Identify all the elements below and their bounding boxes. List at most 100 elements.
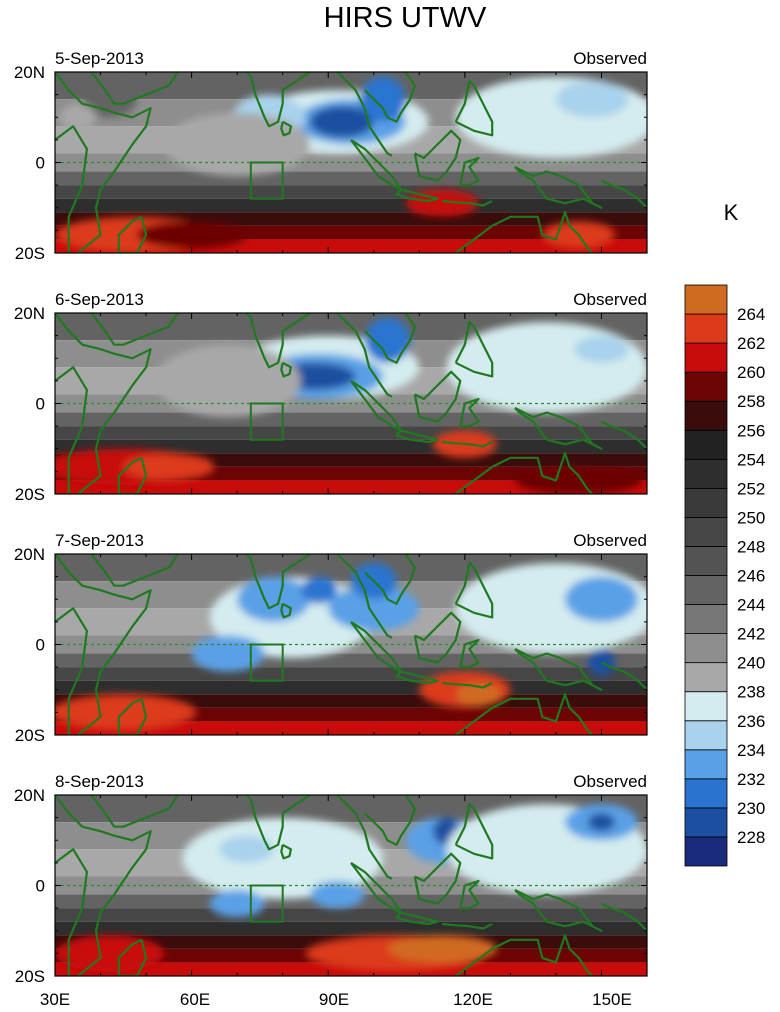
coastline (280, 361, 292, 378)
utwv-cell (587, 813, 616, 832)
coastline (90, 554, 179, 587)
study-box (249, 884, 284, 923)
coastline (117, 456, 148, 494)
coastline (395, 429, 439, 444)
coastline (117, 938, 148, 976)
colorbar-tick-label: 232 (737, 770, 765, 789)
utwv-cell (360, 76, 406, 122)
latitude-band (55, 439, 647, 454)
map-panel: 20N 0 20S 6-Sep-2013 Observed (14, 290, 648, 504)
map-panel: 20N 0 20S 5-Sep-2013 Observed (14, 49, 648, 263)
coastline (363, 72, 416, 123)
coastline (441, 922, 493, 930)
coastline (55, 313, 152, 494)
latitude-band (55, 962, 647, 976)
map-panel: 20N 0 20S 7-Sep-2013 Observed (14, 531, 648, 745)
colorbar-tick-label: 256 (737, 421, 765, 440)
panel-label: Observed (573, 772, 647, 791)
coastline (363, 554, 416, 605)
coastline (413, 852, 462, 905)
y-tick-label: 20N (14, 545, 45, 564)
colorbar-cell (684, 313, 728, 344)
colorbar-tick-label: 260 (737, 363, 765, 382)
coastline (90, 795, 179, 828)
coastline (459, 397, 480, 428)
panel-date: 5-Sep-2013 (55, 49, 144, 68)
coastline (452, 693, 594, 735)
coastline (55, 125, 89, 253)
y-tick-label: 0 (36, 636, 45, 655)
coastline (601, 902, 647, 932)
coastline (514, 889, 603, 932)
utwv-cell (455, 682, 502, 706)
colorbar-tick-label: 250 (737, 508, 765, 527)
coastline (335, 554, 393, 639)
latitude-band (55, 198, 647, 213)
coastline (514, 407, 603, 450)
colorbar-tick-label: 240 (737, 654, 765, 673)
latitude-band (55, 667, 647, 681)
latitude-band (55, 921, 647, 936)
y-tick-label: 20N (14, 786, 45, 805)
colorbar-cell (684, 400, 728, 431)
colorbar-tick-label: 244 (737, 596, 765, 615)
feature-layer (55, 563, 647, 731)
colorbar-cell (684, 487, 728, 518)
latitude-band (55, 721, 647, 735)
panel-label: Observed (573, 49, 647, 68)
study-box (249, 161, 284, 200)
utwv-cell (300, 576, 338, 604)
colorbar: 228 230 232 234 236 238 240 242 244 246 248 250 252 2… (684, 284, 765, 867)
y-tick-label: 20S (15, 967, 45, 986)
latitude-band (55, 171, 647, 186)
coastline (459, 156, 480, 187)
utwv-cell (455, 76, 647, 158)
colorbar-cell (684, 662, 728, 693)
y-tick-label: 0 (36, 154, 45, 173)
utwv-cell (237, 576, 311, 622)
utwv-field (55, 72, 647, 253)
feature-layer (55, 76, 647, 253)
coastline (228, 554, 313, 610)
coastline (459, 879, 480, 910)
chart-title: HIRS UTWV (324, 2, 487, 34)
colorbar-cell (684, 604, 728, 634)
coastline (280, 843, 292, 860)
colorbar-cell (684, 720, 728, 751)
x-tick-label: 90E (319, 990, 349, 1009)
colorbar-cell (684, 749, 728, 780)
study-box (249, 402, 284, 441)
utwv-field (55, 554, 647, 735)
study-box (249, 643, 284, 682)
colorbar-tick-label: 264 (737, 305, 765, 324)
utwv-cell (209, 890, 265, 918)
coastlines (55, 313, 647, 494)
coastline (452, 452, 594, 494)
panels-container: 20N 0 20S 5-Sep-2013 Observed 20N 0 20S 6-Sep-20… (14, 49, 648, 986)
coastline (228, 72, 313, 128)
coastline (55, 795, 152, 976)
latitude-band (55, 908, 647, 922)
coastline (90, 72, 179, 105)
utwv-cell (310, 880, 365, 909)
utwv-cell (155, 344, 301, 418)
utwv-cell (59, 103, 96, 131)
colorbar-tick-label: 254 (737, 450, 765, 469)
colorbar-tick-label: 246 (737, 567, 765, 586)
latitude-band (55, 426, 647, 440)
colorbar-tick-label: 262 (737, 334, 765, 353)
latitude-band (55, 707, 647, 722)
y-tick-label: 20S (15, 244, 45, 263)
coastline (459, 638, 480, 669)
coastline (395, 670, 439, 685)
colorbar-cell (684, 546, 728, 576)
coastline (454, 321, 494, 378)
panel-label: Observed (573, 290, 647, 309)
coastline (55, 554, 152, 735)
coastline (55, 607, 89, 735)
colorbar-tick-label: 236 (737, 712, 765, 731)
coastline (55, 72, 152, 253)
colorbar-cell (684, 429, 728, 460)
utwv-cell (574, 335, 629, 363)
